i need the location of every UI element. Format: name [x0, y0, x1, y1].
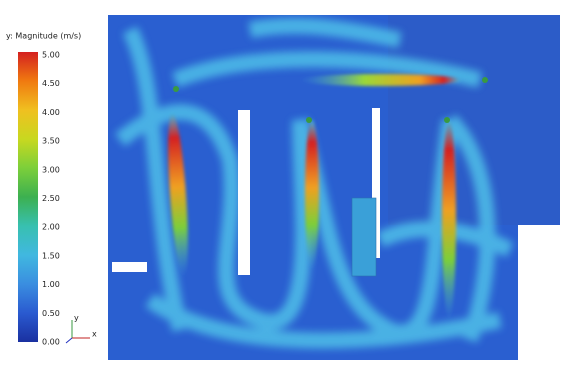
- colorbar-tick-label: 4.50: [42, 79, 60, 88]
- legend-title: y: Magnitude (m/s): [6, 32, 81, 41]
- colorbar-tick-label: 2.50: [42, 194, 60, 203]
- axis-x-label: x: [92, 330, 97, 339]
- axis-y-label: y: [74, 314, 79, 323]
- colorbar-ticks: 5.00 4.50 4.00 3.50 3.00 2.50 2.00 1.50 1.00 0.50…: [42, 51, 60, 347]
- colorbar-tick-label: 2.00: [42, 223, 60, 232]
- colorbar-tick-label: 3.50: [42, 137, 60, 146]
- colorbar-tick-label: 1.00: [42, 280, 60, 289]
- flow-field: [108, 15, 568, 365]
- colorbar-tick-label: 5.00: [42, 51, 60, 60]
- colorbar-tick-label: 0.50: [42, 309, 60, 318]
- colorbar-tick-label: 1.50: [42, 251, 60, 260]
- colorbar-tick-label: 0.00: [42, 338, 60, 347]
- colorbar-tick-label: 3.00: [42, 165, 60, 174]
- colorbar: [18, 52, 38, 342]
- colorbar-tick-label: 4.00: [42, 108, 60, 117]
- axis-triad: y x: [65, 314, 97, 344]
